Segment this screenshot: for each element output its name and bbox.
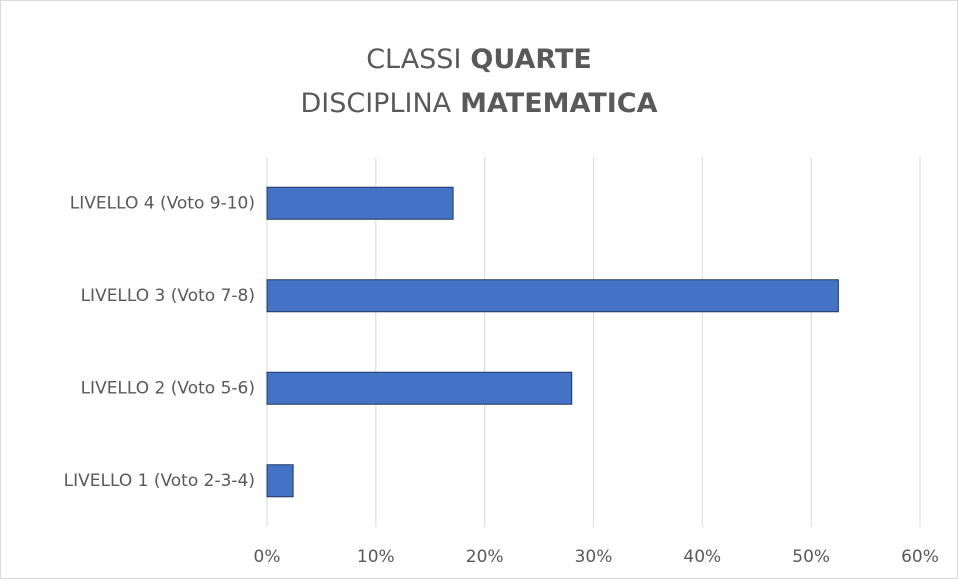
y-tick-label: LIVELLO 3 (Voto 7-8) bbox=[81, 286, 255, 306]
bar bbox=[266, 279, 839, 313]
x-tick-label: 0% bbox=[254, 547, 281, 567]
chart-title: DISCIPLINA MATEMATICA bbox=[300, 88, 657, 119]
bar bbox=[266, 371, 573, 405]
x-tick-label: 40% bbox=[683, 547, 721, 567]
chart-title: CLASSI QUARTE bbox=[366, 44, 592, 75]
y-tick-label: LIVELLO 4 (Voto 9-10) bbox=[70, 193, 255, 213]
x-tick-label: 20% bbox=[466, 547, 504, 567]
x-tick-label: 10% bbox=[357, 547, 395, 567]
y-tick-label: LIVELLO 2 (Voto 5-6) bbox=[81, 378, 255, 398]
title-regular: DISCIPLINA bbox=[300, 88, 451, 119]
y-tick-label: LIVELLO 1 (Voto 2-3-4) bbox=[64, 471, 255, 491]
x-tick-label: 50% bbox=[792, 547, 830, 567]
bar bbox=[266, 464, 294, 498]
x-tick-label: 30% bbox=[575, 547, 613, 567]
title-bold: QUARTE bbox=[470, 44, 591, 75]
title-regular: CLASSI bbox=[366, 44, 461, 75]
bar bbox=[266, 186, 454, 220]
x-tick-label: 60% bbox=[901, 547, 939, 567]
title-bold: MATEMATICA bbox=[460, 88, 657, 119]
